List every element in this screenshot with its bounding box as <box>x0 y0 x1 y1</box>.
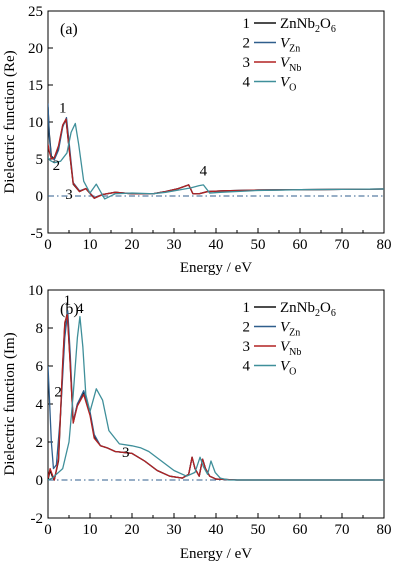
x-tick-label: 50 <box>251 522 266 538</box>
legend-entry: VO <box>280 359 296 378</box>
y-tick-label: 6 <box>36 359 44 375</box>
legend-number: 3 <box>243 339 251 355</box>
x-tick-label: 70 <box>335 237 350 253</box>
peak-annotation: 3 <box>65 187 73 203</box>
y-tick-label: -2 <box>31 511 44 527</box>
legend-entry: VNb <box>280 55 301 74</box>
x-tick-label: 80 <box>377 522 392 538</box>
y-tick-label: 5 <box>36 152 44 168</box>
x-axis-label-a: Energy / eV <box>180 260 252 276</box>
peak-annotation: 2 <box>54 384 62 400</box>
legend-entry: VO <box>280 75 296 94</box>
x-tick-label: 10 <box>83 237 98 253</box>
x-tick-label: 20 <box>125 237 140 253</box>
panel-label-a: (a) <box>60 21 78 38</box>
y-tick-label: 8 <box>36 321 44 337</box>
x-tick-label: 40 <box>209 237 224 253</box>
x-tick-label: 50 <box>251 237 266 253</box>
y-tick-label: 10 <box>28 283 43 299</box>
panel-a: (a) Dielectric function (Re) Energy / eV… <box>2 4 392 276</box>
series-line-3 <box>48 118 384 199</box>
y-tick-label: 0 <box>36 473 44 489</box>
x-tick-label: 80 <box>377 237 392 253</box>
y-tick-label: 2 <box>36 435 44 451</box>
peak-annotation: 1 <box>59 100 67 116</box>
y-tick-label: -5 <box>31 226 44 242</box>
legend-entry: ZnNb2O6 <box>280 16 336 35</box>
peak-annotation: 3 <box>122 445 130 461</box>
y-axis-label-b: Dielectric function (Im) <box>2 332 18 475</box>
legend-entry: VZn <box>280 36 300 55</box>
y-tick-label: 25 <box>28 4 43 20</box>
panel-b: (b) Dielectric function (Im) Energy / eV… <box>2 283 392 562</box>
legend-number: 4 <box>243 75 251 91</box>
series-line-4 <box>48 315 384 481</box>
legend-number: 2 <box>243 320 251 336</box>
x-tick-label: 30 <box>167 522 182 538</box>
x-tick-label: 0 <box>44 237 52 253</box>
legend-number: 3 <box>243 55 251 71</box>
legend-entry: ZnNb2O6 <box>280 300 336 319</box>
peak-annotation: 2 <box>53 158 61 174</box>
x-tick-label: 10 <box>83 522 98 538</box>
y-axis-label-a: Dielectric function (Re) <box>2 50 18 193</box>
peak-annotation: 4 <box>200 163 208 179</box>
x-tick-label: 20 <box>125 522 140 538</box>
x-tick-label: 70 <box>335 522 350 538</box>
y-tick-label: 10 <box>28 115 43 131</box>
x-tick-label: 60 <box>293 237 308 253</box>
legend-number: 4 <box>243 359 251 375</box>
x-tick-label: 0 <box>44 522 52 538</box>
legend-number: 2 <box>243 36 251 52</box>
y-tick-label: 15 <box>28 78 43 94</box>
x-tick-label: 30 <box>167 237 182 253</box>
legend-number: 1 <box>243 300 251 316</box>
y-tick-label: 20 <box>28 41 43 57</box>
peak-annotation: 1 <box>64 293 72 309</box>
x-tick-label: 40 <box>209 522 224 538</box>
legend-entry: VNb <box>280 339 301 358</box>
x-tick-label: 60 <box>293 522 308 538</box>
legend-entry: VZn <box>280 320 300 339</box>
legend-number: 1 <box>243 16 251 32</box>
x-axis-label-b: Energy / eV <box>180 546 252 562</box>
series-line-3 <box>48 314 384 481</box>
y-tick-label: 4 <box>36 397 44 413</box>
panel-label-b: (b) <box>60 301 79 318</box>
peak-annotation: 4 <box>76 301 84 317</box>
series-line-4 <box>48 122 384 200</box>
y-tick-label: 0 <box>36 189 44 205</box>
